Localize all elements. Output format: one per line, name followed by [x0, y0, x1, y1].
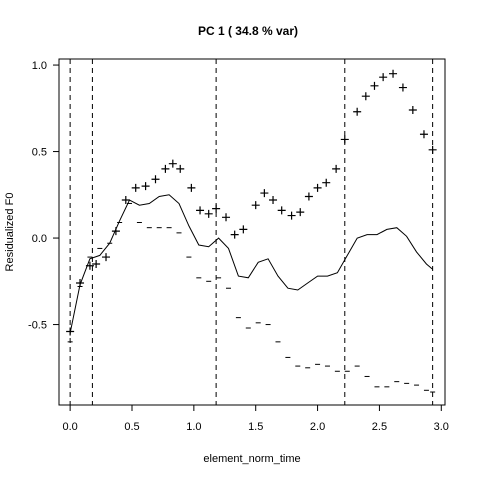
x-tick-label: 0.0 — [62, 421, 77, 433]
y-tick-label: 0.0 — [32, 233, 47, 245]
plus-marker — [277, 206, 286, 215]
plus-marker — [222, 213, 231, 222]
plus-marker — [370, 81, 379, 90]
x-axis-label: element_norm_time — [203, 453, 300, 465]
plus-marker — [353, 107, 362, 116]
y-axis: -0.5 0.0 0.5 1.0 — [28, 60, 60, 332]
y-tick-label: -0.5 — [28, 320, 47, 332]
x-tick-label: 3.0 — [434, 421, 449, 433]
plus-marker — [313, 183, 322, 192]
plus-marker — [151, 175, 160, 184]
plus-marker — [196, 206, 205, 215]
plus-marker — [398, 83, 407, 92]
plus-marker — [141, 182, 150, 191]
plus-marker — [428, 145, 437, 154]
plus-marker — [287, 211, 296, 220]
plus-marker — [85, 261, 94, 270]
x-tick-label: 2.5 — [372, 421, 387, 433]
y-tick-label: 1.0 — [32, 60, 47, 72]
plus-marker — [379, 73, 388, 82]
plus-marker — [187, 183, 196, 192]
plus-marker — [176, 164, 185, 173]
x-tick-label: 1.5 — [248, 421, 263, 433]
plus-marker — [251, 201, 260, 210]
plus-marker — [111, 227, 120, 236]
plus-marker — [102, 253, 111, 262]
plus-marker — [260, 189, 269, 198]
plus-marker — [131, 183, 140, 192]
plus-marker — [340, 135, 349, 144]
x-tick-label: 2.0 — [310, 421, 325, 433]
plot-box — [58, 58, 446, 406]
plus-marker — [212, 204, 221, 213]
plus-marker — [408, 106, 417, 115]
y-tick-label: 0.5 — [32, 147, 47, 159]
plus-marker — [239, 225, 248, 234]
chart-title: PC 1 ( 34.8 % var) — [198, 24, 298, 38]
plus-marker — [361, 92, 370, 101]
plus-marker — [76, 279, 85, 288]
plus-marker — [322, 178, 331, 187]
plus-marker — [92, 260, 101, 269]
plus-marker — [204, 209, 213, 218]
plus-marker — [161, 164, 170, 173]
plus-marker — [304, 192, 313, 201]
plus-marker — [121, 195, 130, 204]
x-tick-label: 1.0 — [186, 421, 201, 433]
plus-marker — [66, 327, 75, 336]
x-axis: 0.0 0.5 1.0 1.5 2.0 2.5 3.0 — [62, 404, 449, 433]
plus-marker — [269, 195, 278, 204]
plus-marker — [168, 159, 177, 168]
plus-marker — [230, 230, 239, 239]
plus-marker — [296, 208, 305, 217]
plus-marker — [389, 69, 398, 78]
y-axis-label: Residualized F0 — [4, 193, 16, 272]
x-tick-label: 0.5 — [124, 421, 139, 433]
plus-marker — [419, 130, 428, 139]
series — [66, 69, 437, 393]
vertical-lines — [69, 59, 434, 405]
plus-marker — [332, 164, 341, 173]
series-line — [69, 194, 433, 334]
